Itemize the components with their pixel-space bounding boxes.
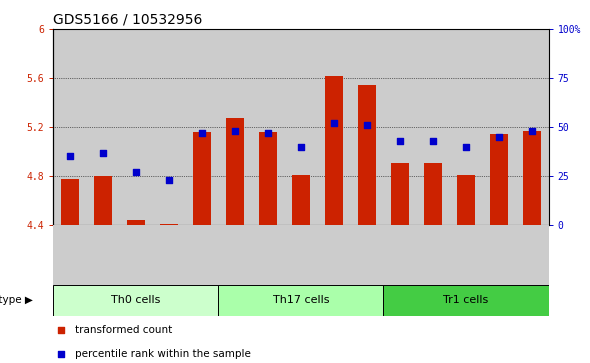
- Bar: [284, 225, 317, 287]
- Bar: [450, 225, 483, 287]
- Bar: [317, 225, 350, 287]
- Bar: [350, 29, 384, 225]
- Bar: [391, 163, 409, 225]
- Point: [527, 128, 537, 134]
- Bar: [259, 132, 277, 225]
- Point: [428, 138, 438, 144]
- Bar: [417, 29, 450, 225]
- Bar: [53, 225, 86, 287]
- Text: transformed count: transformed count: [76, 325, 173, 335]
- Text: percentile rank within the sample: percentile rank within the sample: [76, 349, 251, 359]
- Bar: [127, 220, 145, 225]
- Point: [329, 120, 339, 126]
- Text: Th0 cells: Th0 cells: [111, 295, 160, 305]
- Bar: [483, 29, 516, 225]
- Text: GDS5166 / 10532956: GDS5166 / 10532956: [53, 12, 202, 26]
- Point: [56, 351, 65, 357]
- Bar: [350, 225, 384, 287]
- Bar: [193, 132, 211, 225]
- Point: [296, 144, 306, 150]
- Bar: [424, 163, 442, 225]
- Bar: [325, 76, 343, 225]
- Bar: [523, 131, 541, 225]
- Bar: [384, 29, 417, 225]
- Bar: [152, 29, 185, 225]
- Bar: [53, 285, 218, 316]
- Text: cell type ▶: cell type ▶: [0, 295, 33, 305]
- Bar: [384, 285, 549, 316]
- Point: [461, 144, 471, 150]
- Bar: [317, 29, 350, 225]
- Point: [263, 130, 273, 136]
- Bar: [86, 225, 119, 287]
- Bar: [417, 225, 450, 287]
- Bar: [516, 29, 549, 225]
- Bar: [457, 175, 475, 225]
- Bar: [119, 29, 152, 225]
- Bar: [490, 134, 508, 225]
- Bar: [160, 224, 178, 225]
- Bar: [384, 225, 417, 287]
- Bar: [292, 175, 310, 225]
- Bar: [218, 285, 384, 316]
- Bar: [218, 29, 251, 225]
- Bar: [185, 225, 218, 287]
- Point: [395, 138, 405, 144]
- Text: Tr1 cells: Tr1 cells: [444, 295, 489, 305]
- Bar: [284, 29, 317, 225]
- Bar: [185, 29, 218, 225]
- Bar: [226, 118, 244, 225]
- Bar: [251, 29, 284, 225]
- Point: [164, 177, 173, 183]
- Text: Th17 cells: Th17 cells: [273, 295, 329, 305]
- Bar: [152, 225, 185, 287]
- Point: [230, 128, 240, 134]
- Point: [98, 150, 107, 155]
- Bar: [450, 29, 483, 225]
- Bar: [86, 29, 119, 225]
- Point: [56, 327, 65, 333]
- Bar: [61, 179, 78, 225]
- Bar: [94, 176, 112, 225]
- Point: [65, 154, 74, 159]
- Bar: [218, 225, 251, 287]
- Point: [197, 130, 206, 136]
- Point: [362, 122, 372, 128]
- Bar: [483, 225, 516, 287]
- Bar: [251, 225, 284, 287]
- Bar: [119, 225, 152, 287]
- Point: [494, 134, 504, 140]
- Bar: [516, 225, 549, 287]
- Bar: [358, 85, 376, 225]
- Bar: [53, 29, 86, 225]
- Point: [131, 169, 140, 175]
